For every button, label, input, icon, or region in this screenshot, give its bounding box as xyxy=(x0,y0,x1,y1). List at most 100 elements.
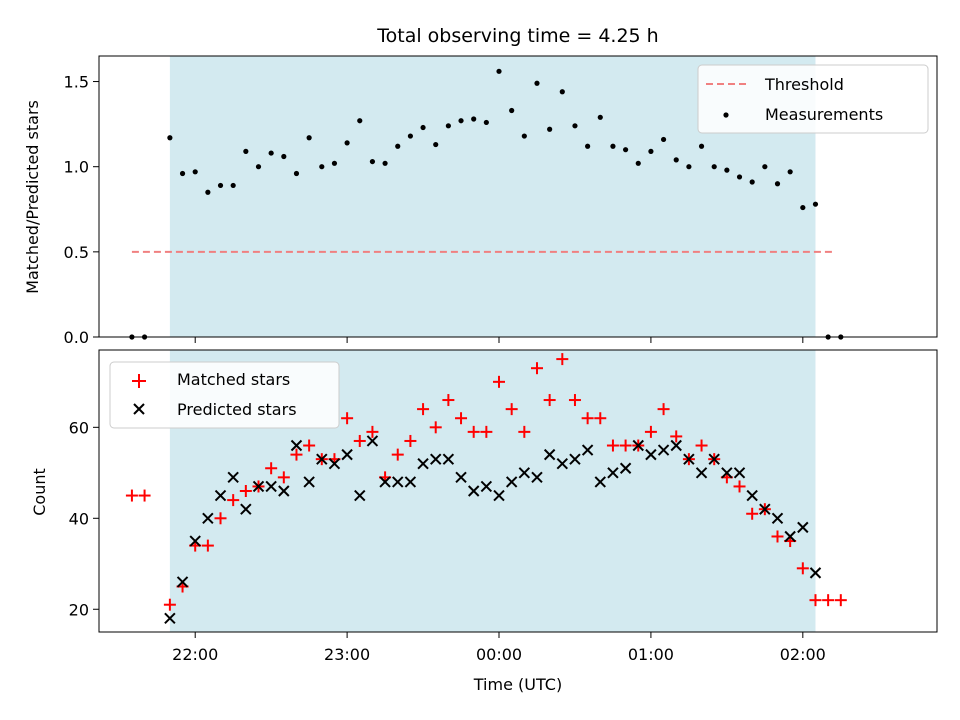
measurement-point xyxy=(306,135,312,141)
matched-star-marker xyxy=(341,412,354,425)
predicted-star-marker xyxy=(581,444,594,456)
measurement-point xyxy=(521,133,527,139)
bottom-x-ticks: 22:00 23:00 00:00 01:00 02:00 xyxy=(172,632,826,664)
predicted-star-marker xyxy=(493,489,505,502)
x-tick-label: 02:00 xyxy=(780,645,826,664)
predicted-star-marker xyxy=(543,448,556,461)
legend-measurements-label: Measurements xyxy=(765,105,883,124)
top-legend-box xyxy=(697,64,929,134)
bottom-legend: Matched stars Predicted stars xyxy=(109,361,340,429)
predicted-star-marker xyxy=(227,471,239,484)
predicted-star-marker xyxy=(164,612,176,625)
measurement-point xyxy=(660,136,667,143)
matched-star-marker xyxy=(442,394,455,407)
legend-threshold-label: Threshold xyxy=(764,75,844,94)
predicted-star-marker xyxy=(645,448,657,461)
measurement-point xyxy=(179,170,186,177)
top-axes-frame xyxy=(98,55,938,338)
predicted-star-marker xyxy=(240,503,252,515)
predicted-star-marker xyxy=(354,489,366,502)
measurement-point xyxy=(357,118,363,124)
predicted-star-marker xyxy=(607,467,619,479)
top-x-ticks xyxy=(194,337,804,343)
top-panel: 0.0 0.5 1.0 1.5 Matched/Predicted stars Thr… xyxy=(23,55,938,347)
measurement-point xyxy=(648,148,654,154)
measurement-point xyxy=(762,164,768,170)
matched-star-marker xyxy=(771,530,784,543)
matched-star-marker xyxy=(417,403,430,416)
matched-star-marker xyxy=(391,448,404,461)
predicted-star-marker xyxy=(214,489,227,502)
measurement-point xyxy=(496,68,502,74)
predicted-star-marker xyxy=(759,503,771,515)
predicted-stars-series xyxy=(164,435,822,625)
measurement-point xyxy=(293,170,300,177)
x-tick-label: 23:00 xyxy=(324,645,370,664)
matched-star-marker xyxy=(493,375,506,388)
measurement-point xyxy=(610,143,616,149)
predicted-star-marker xyxy=(619,462,632,474)
measurement-point xyxy=(471,116,477,122)
matched-star-marker xyxy=(505,403,518,416)
chart-title: Total observing time = 4.25 h xyxy=(376,25,658,47)
measurement-point xyxy=(344,140,350,146)
matched-star-marker xyxy=(518,425,531,438)
top-legend: Threshold Measurements xyxy=(697,64,929,134)
predicted-star-marker xyxy=(404,476,417,488)
matched-stars-series xyxy=(125,353,847,611)
predicted-star-marker xyxy=(278,485,290,497)
predicted-star-marker xyxy=(316,453,328,465)
predicted-star-marker xyxy=(721,467,733,479)
matched-star-marker xyxy=(138,489,151,502)
x-tick-label: 22:00 xyxy=(172,645,218,664)
matched-star-marker xyxy=(530,362,543,375)
bottom-y-axis-label: Count xyxy=(30,468,49,516)
measurement-point xyxy=(420,124,426,131)
measurement-point xyxy=(736,174,743,180)
y-tick-label: 60 xyxy=(69,418,89,437)
measurement-point xyxy=(445,123,451,129)
measurement-point xyxy=(724,167,730,173)
predicted-star-marker xyxy=(797,521,809,534)
measurement-point xyxy=(255,164,262,170)
measurement-point xyxy=(433,141,439,148)
measurement-point xyxy=(749,179,755,185)
measurement-point xyxy=(407,133,414,139)
predicted-star-marker xyxy=(430,453,442,465)
legend-predicted-label: Predicted stars xyxy=(177,400,297,419)
matched-star-marker xyxy=(733,480,746,493)
matched-star-marker xyxy=(404,434,417,447)
measurement-point xyxy=(509,107,515,114)
measurement-point xyxy=(268,150,274,156)
matched-star-marker xyxy=(125,489,138,502)
measurement-point xyxy=(635,160,641,166)
measurement-point xyxy=(787,169,793,175)
measurements-series xyxy=(129,68,844,340)
predicted-star-marker xyxy=(202,512,214,524)
measurement-point xyxy=(597,114,603,120)
predicted-star-marker xyxy=(809,567,822,579)
predicted-star-marker xyxy=(594,476,606,488)
bottom-legend-box xyxy=(109,361,340,429)
measurement-point xyxy=(382,160,388,166)
measurement-point xyxy=(217,182,224,189)
matched-star-marker xyxy=(429,421,442,434)
bottom-y-ticks: 20 40 60 xyxy=(69,418,99,619)
matched-star-marker xyxy=(809,594,822,607)
matched-star-marker xyxy=(303,439,316,452)
measurement-point xyxy=(281,153,287,160)
measurement-point xyxy=(167,135,173,141)
predicted-star-marker xyxy=(366,435,379,447)
measurement-point xyxy=(547,126,553,132)
matched-star-marker xyxy=(746,507,759,520)
measurement-point xyxy=(458,118,464,124)
y-tick-label: 40 xyxy=(69,509,89,528)
predicted-star-marker xyxy=(290,439,303,452)
predicted-star-marker xyxy=(252,480,265,493)
predicted-star-marker xyxy=(455,471,467,484)
x-tick-label: 01:00 xyxy=(628,645,674,664)
measurement-point xyxy=(319,164,325,170)
measurement-point xyxy=(192,169,198,175)
predicted-star-marker xyxy=(518,467,531,479)
predicted-star-marker xyxy=(556,458,569,470)
